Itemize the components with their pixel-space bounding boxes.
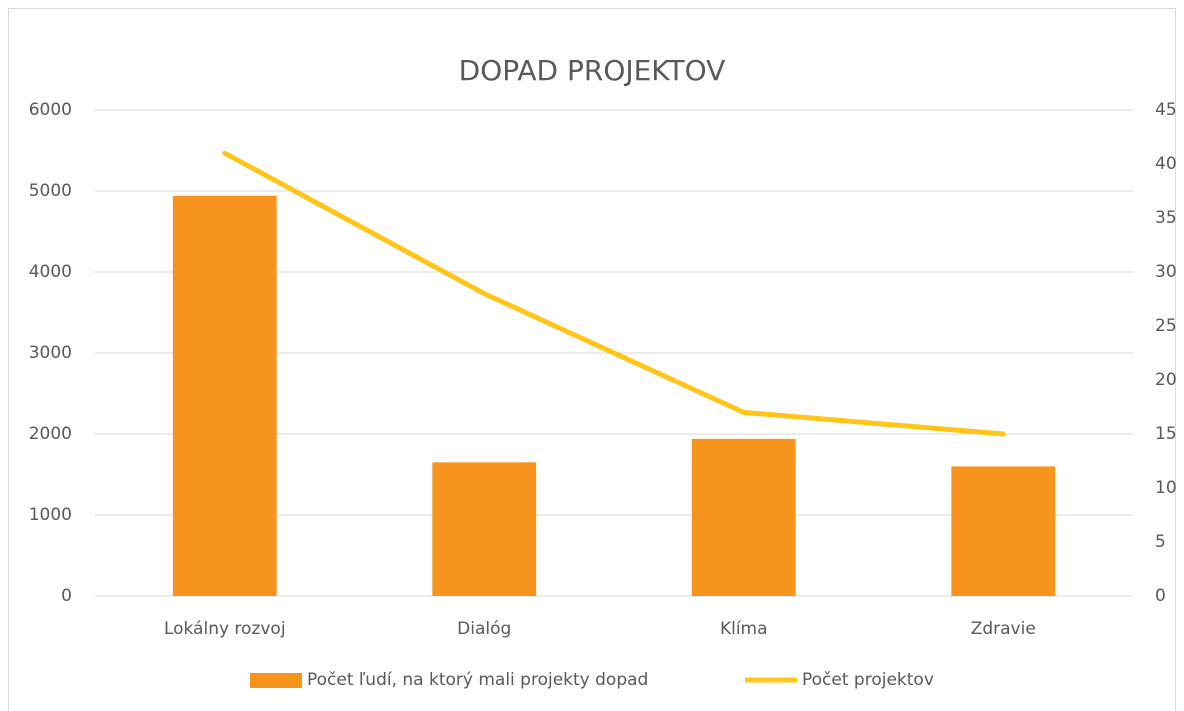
y2-tick-label: 25 [1155, 316, 1177, 336]
x-tick-label: Zdravie [971, 619, 1036, 639]
bar [691, 438, 796, 596]
y2-tick-label: 5 [1155, 532, 1166, 552]
legend-label: Počet projektov [802, 670, 934, 690]
x-tick-label: Klíma [720, 619, 768, 639]
x-tick-label: Dialóg [457, 619, 511, 639]
legend-label: Počet ľudí, na ktorý mali projekty dopad [307, 670, 648, 690]
x-tick-label: Lokálny rozvoj [164, 619, 286, 639]
y2-tick-label: 45 [1155, 100, 1177, 120]
y-tick-label: 3000 [29, 343, 72, 363]
y2-tick-label: 20 [1155, 370, 1177, 390]
y2-tick-label: 30 [1155, 262, 1177, 282]
legend-swatch [250, 673, 302, 688]
bar [432, 462, 537, 596]
y-tick-label: 4000 [29, 262, 72, 282]
y2-tick-label: 35 [1155, 208, 1177, 228]
line-series [222, 150, 1006, 437]
bar [172, 195, 277, 597]
y-tick-label: 0 [61, 586, 72, 606]
y2-tick-label: 0 [1155, 586, 1166, 606]
chart-title: DOPAD PROJEKTOV [459, 54, 726, 87]
y-tick-label: 5000 [29, 181, 72, 201]
y-tick-label: 6000 [29, 100, 72, 120]
bar [951, 466, 1056, 596]
y2-tick-label: 40 [1155, 154, 1177, 174]
y-tick-label: 2000 [29, 424, 72, 444]
y-tick-label: 1000 [29, 505, 72, 525]
y2-tick-label: 15 [1155, 424, 1177, 444]
y2-tick-label: 10 [1155, 478, 1177, 498]
